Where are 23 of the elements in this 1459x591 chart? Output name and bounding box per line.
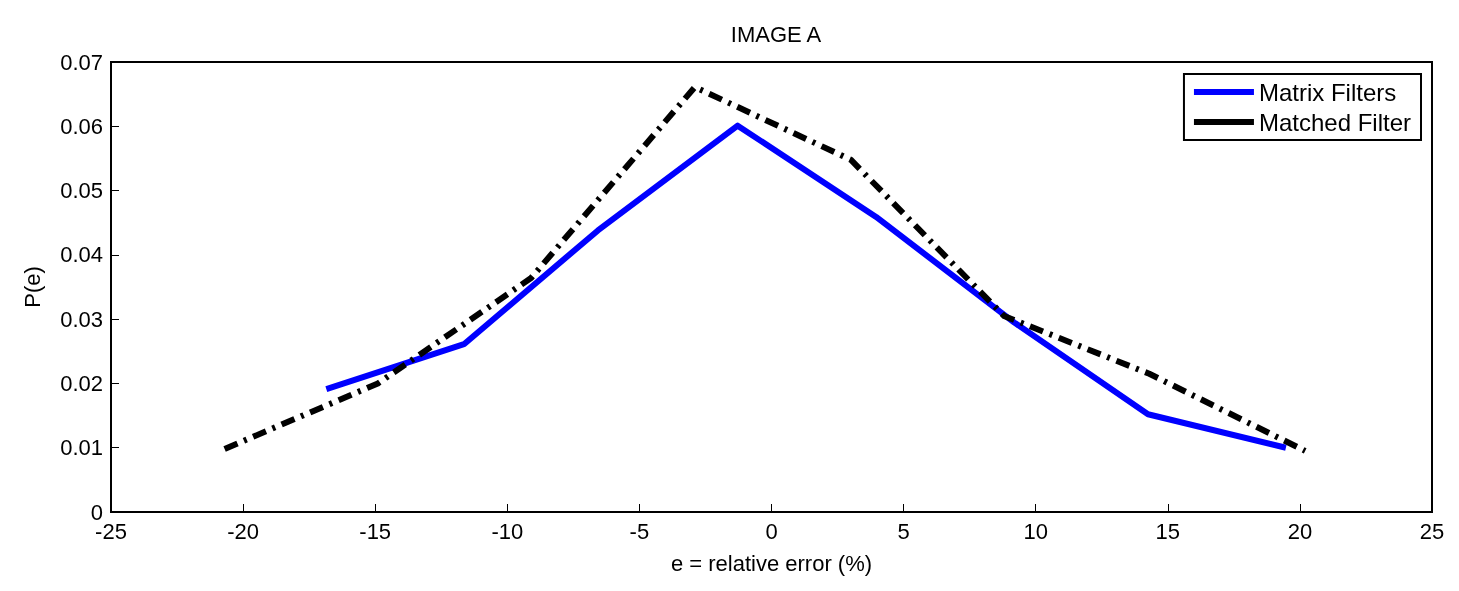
x-axis-title: e = relative error (%): [670, 550, 873, 576]
chart-title: IMAGE A: [730, 21, 822, 47]
legend-label: Matched Filter: [1258, 108, 1412, 136]
x-tick-label: -5: [629, 518, 650, 544]
y-tick-label: 0.05: [60, 178, 103, 204]
x-tick-label: -10: [491, 518, 524, 544]
y-tick-label: 0.07: [60, 49, 103, 75]
y-tick-label: 0.01: [60, 435, 103, 461]
y-tick-label: 0.04: [60, 242, 103, 268]
legend-label: Matrix Filters: [1258, 78, 1397, 106]
x-tick-label: -15: [359, 518, 392, 544]
x-tick-label: 5: [897, 518, 910, 544]
x-tick-label: 20: [1287, 518, 1313, 544]
y-axis-title: P(e): [19, 266, 45, 308]
y-tick-label: 0.03: [60, 306, 103, 332]
x-tick-label: 15: [1155, 518, 1181, 544]
x-tick-label: 10: [1023, 518, 1048, 544]
y-tick-label: 0.02: [60, 370, 103, 396]
y-tick-label: 0.06: [60, 113, 103, 139]
x-tick-label: -20: [227, 518, 259, 544]
x-tick-label: 25: [1419, 518, 1445, 544]
y-tick-label: 0: [90, 499, 103, 525]
x-tick-label: 0: [765, 518, 778, 544]
